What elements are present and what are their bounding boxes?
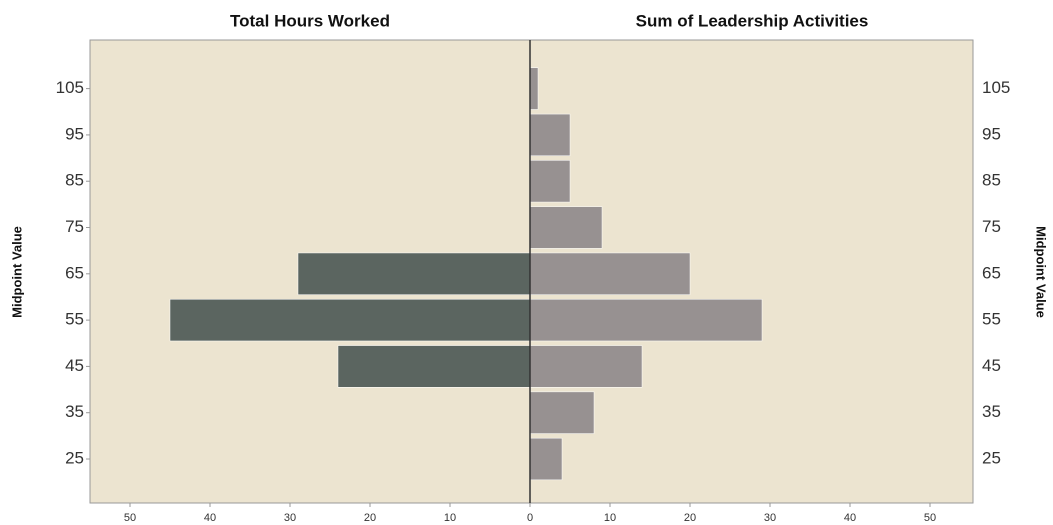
y-axis-label-right: Midpoint Value [1034, 226, 1049, 318]
x-tick-label-left: 10 [444, 512, 456, 524]
x-tick-label-left: 30 [284, 512, 296, 524]
bar [529, 160, 571, 203]
x-tick-label-right: 10 [604, 512, 616, 524]
x-tick-label-left: 50 [124, 512, 136, 524]
y-tick-label-left: 75 [65, 217, 84, 236]
y-tick-label-right: 35 [982, 402, 1001, 421]
bar [529, 252, 691, 295]
bar [529, 113, 571, 156]
y-tick-label-right: 65 [982, 263, 1001, 282]
x-tick-label-left: 20 [364, 512, 376, 524]
x-tick-label-left: 40 [204, 512, 216, 524]
y-tick-label-left: 85 [65, 171, 84, 190]
right-title: Sum of Leadership Activities [636, 11, 869, 30]
y-tick-label-right: 95 [982, 124, 1001, 143]
bar [529, 391, 595, 434]
y-tick-label-left: 95 [65, 124, 84, 143]
x-tick-label-right: 20 [684, 512, 696, 524]
y-tick-label-right: 55 [982, 310, 1001, 329]
y-tick-label-left: 35 [65, 402, 84, 421]
x-tick-label-left: 0 [527, 512, 533, 524]
bar [297, 252, 531, 295]
bar [169, 299, 531, 342]
bar [529, 206, 603, 249]
y-tick-label-right: 25 [982, 448, 1001, 467]
y-tick-label-left: 25 [65, 448, 84, 467]
bar [529, 67, 539, 110]
y-tick-label-right: 105 [982, 78, 1010, 97]
bar [337, 345, 531, 388]
bar [529, 437, 563, 481]
y-tick-label-right: 85 [982, 171, 1001, 190]
y-tick-label-left: 65 [65, 263, 84, 282]
y-axis-label-left: Midpoint Value [9, 226, 24, 318]
bar [529, 299, 763, 342]
y-tick-label-left: 45 [65, 356, 84, 375]
x-tick-label-right: 40 [844, 512, 856, 524]
y-tick-label-left: 105 [56, 78, 84, 97]
y-tick-label-right: 45 [982, 356, 1001, 375]
bar [529, 345, 643, 388]
left-title: Total Hours Worked [230, 11, 390, 30]
x-tick-label-right: 30 [764, 512, 776, 524]
y-tick-label-left: 55 [65, 310, 84, 329]
y-tick-label-right: 75 [982, 217, 1001, 236]
x-tick-label-right: 50 [924, 512, 936, 524]
